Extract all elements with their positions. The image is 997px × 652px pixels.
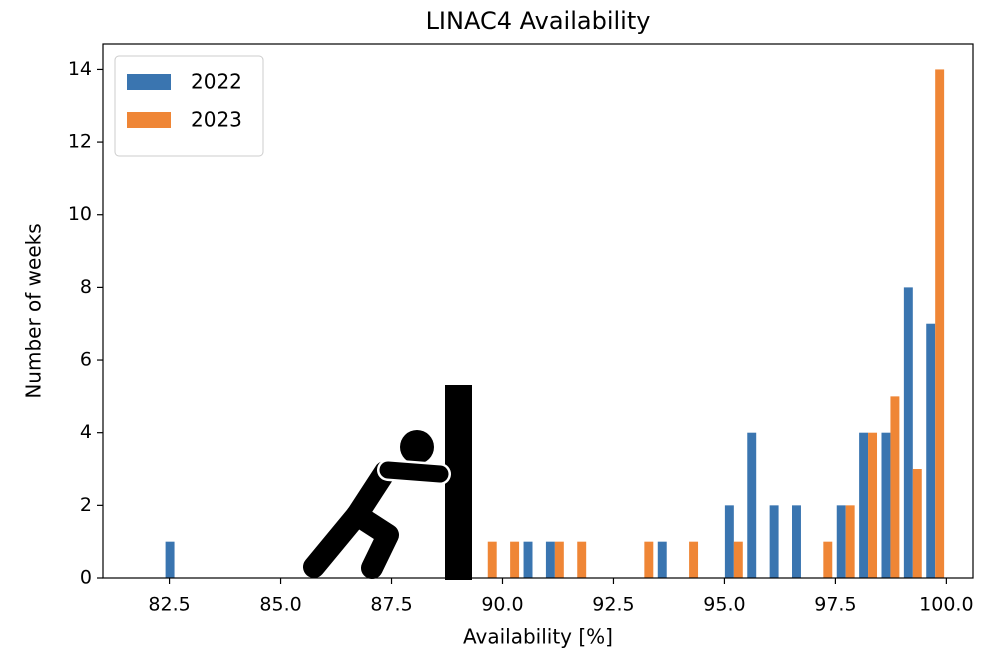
bar bbox=[868, 433, 877, 578]
bar bbox=[859, 433, 868, 578]
bar bbox=[734, 542, 743, 578]
bar bbox=[488, 542, 497, 578]
figure-arm bbox=[388, 470, 440, 474]
x-tick-label: 95.0 bbox=[703, 594, 745, 616]
bar bbox=[904, 287, 913, 578]
bar bbox=[725, 505, 734, 578]
x-axis-label: Availability [%] bbox=[463, 625, 613, 649]
y-tick-label: 12 bbox=[68, 131, 92, 153]
bar bbox=[524, 542, 533, 578]
wall bbox=[445, 385, 472, 580]
x-tick-label: 85.0 bbox=[259, 594, 301, 616]
y-tick-label: 8 bbox=[80, 276, 92, 298]
bar bbox=[166, 542, 175, 578]
x-tick-label: 90.0 bbox=[481, 594, 523, 616]
bar bbox=[792, 505, 801, 578]
pushing-figure bbox=[314, 385, 472, 580]
y-tick-label: 14 bbox=[68, 58, 92, 80]
legend: 2022 2023 bbox=[115, 56, 263, 156]
figure-head bbox=[400, 430, 434, 464]
x-tick-label: 100.0 bbox=[919, 594, 973, 616]
y-tick-label: 2 bbox=[80, 494, 92, 516]
x-tick-label: 82.5 bbox=[148, 594, 190, 616]
legend-label: 2023 bbox=[191, 108, 242, 132]
chart-title: LINAC4 Availability bbox=[426, 7, 651, 35]
chart: LINAC4 Availability Availability [%] Num… bbox=[0, 0, 997, 652]
bar bbox=[823, 542, 832, 578]
bar bbox=[555, 542, 564, 578]
bar bbox=[935, 69, 944, 578]
x-tick-label: 92.5 bbox=[592, 594, 634, 616]
bar bbox=[658, 542, 667, 578]
bar bbox=[689, 542, 698, 578]
bar bbox=[770, 505, 779, 578]
bar bbox=[881, 433, 890, 578]
legend-swatch bbox=[127, 112, 171, 128]
bar bbox=[837, 505, 846, 578]
x-tick-label: 87.5 bbox=[370, 594, 412, 616]
legend-label: 2022 bbox=[191, 70, 242, 94]
bar bbox=[510, 542, 519, 578]
plot-area bbox=[166, 69, 945, 578]
y-tick-label: 6 bbox=[80, 349, 92, 371]
bar bbox=[546, 542, 555, 578]
bar bbox=[890, 396, 899, 578]
legend-swatch bbox=[127, 74, 171, 90]
bar bbox=[577, 542, 586, 578]
bar bbox=[926, 324, 935, 578]
bar bbox=[747, 433, 756, 578]
x-tick-label: 97.5 bbox=[814, 594, 856, 616]
bar bbox=[644, 542, 653, 578]
bar bbox=[913, 469, 922, 578]
bar bbox=[846, 505, 855, 578]
y-tick-label: 4 bbox=[80, 421, 92, 443]
y-tick-label: 10 bbox=[68, 203, 92, 225]
y-tick-label: 0 bbox=[80, 567, 92, 589]
figure-body bbox=[314, 472, 388, 568]
y-axis-label: Number of weeks bbox=[22, 223, 46, 398]
